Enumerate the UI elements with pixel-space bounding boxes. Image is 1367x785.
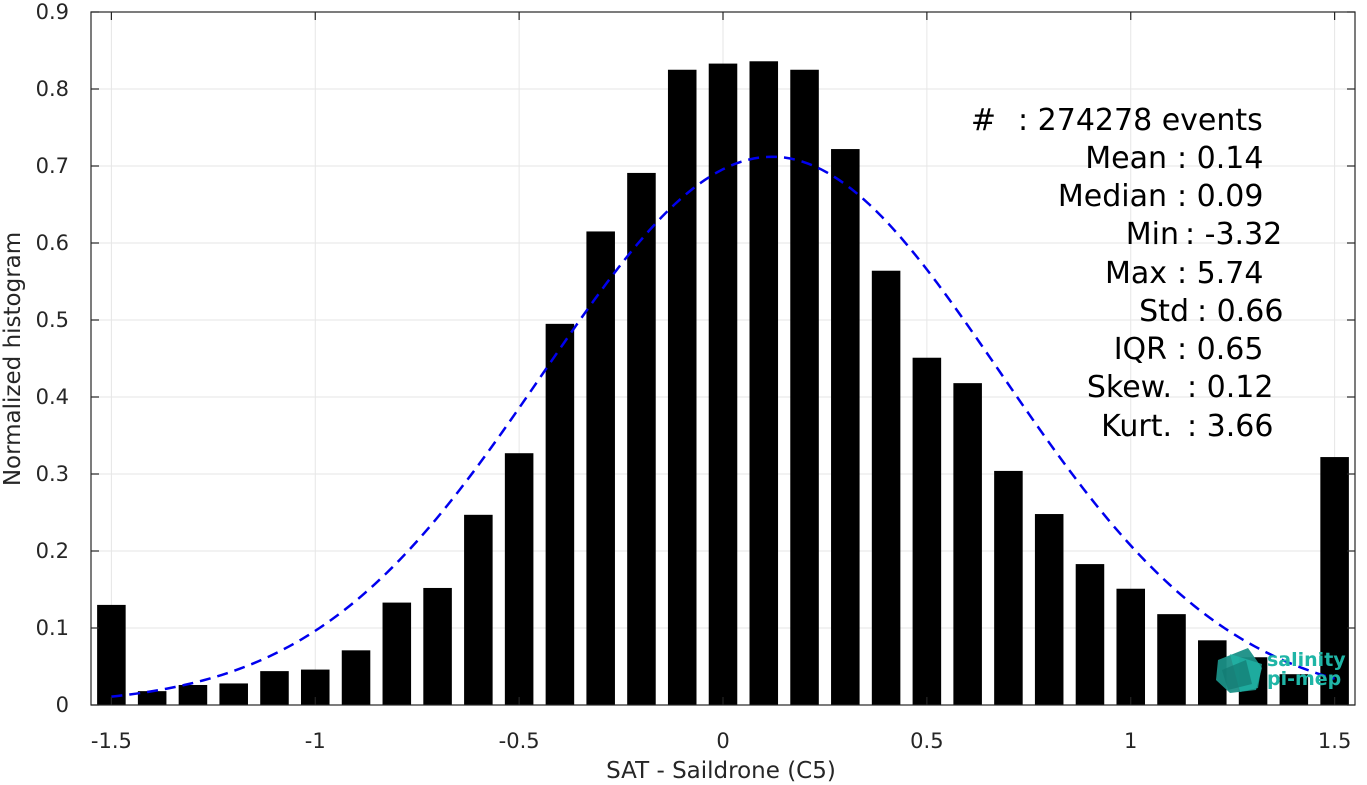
stat-value-skew: : 0.12 [1187, 370, 1273, 405]
axis-ticks: -1.5 -1 -0.5 0 0.5 1 1.5 0 0.1 0.2 0.3 0.4 0.5 0.6 0.7… [36, 0, 1355, 753]
y-tick-label: 0.4 [36, 385, 69, 409]
stat-value-iqr: : 0.65 [1177, 332, 1263, 367]
histogram-bar [790, 69, 819, 705]
histogram-bar [1320, 457, 1349, 705]
y-tick-label: 0.6 [36, 231, 69, 255]
y-tick-label: 0.7 [36, 154, 69, 178]
histogram-bar [667, 69, 697, 705]
histogram-bar [912, 357, 942, 705]
histogram-bar [97, 604, 126, 705]
x-tick-label: -0.5 [499, 729, 540, 753]
stat-label-kurt: Kurt. [1101, 409, 1172, 444]
histogram-bar [994, 470, 1023, 705]
y-tick-label: 0.9 [36, 0, 69, 24]
stat-label-count: # [971, 103, 996, 138]
stat-label-skew: Skew. [1087, 370, 1172, 405]
x-tick-label: 0 [716, 729, 729, 753]
logo-mark-icon [1216, 648, 1262, 693]
bars [97, 61, 1349, 705]
stats-box: # : 274278 events Mean : 0.14 Median : 0… [971, 103, 1284, 444]
x-tick-label: 1 [1124, 729, 1137, 753]
histogram-bar [382, 602, 412, 705]
logo-text-line1: salinity [1267, 649, 1346, 671]
histogram-bar [749, 61, 779, 705]
histogram-bar [1157, 614, 1186, 705]
stat-value-min: : -3.32 [1185, 217, 1282, 252]
y-tick-label: 0.2 [36, 539, 69, 563]
histogram-bar [464, 514, 493, 705]
histogram-bar [831, 149, 860, 705]
stat-value-max: : 5.74 [1177, 256, 1263, 291]
y-tick-label: 0.8 [36, 77, 69, 101]
stat-label-iqr: IQR [1114, 332, 1167, 367]
histogram-bar [504, 453, 534, 705]
x-tick-label: -1.5 [91, 729, 132, 753]
stat-label-max: Max [1105, 256, 1167, 291]
histogram-bar [586, 231, 615, 705]
histogram-bar [341, 650, 371, 705]
histogram-bar [708, 63, 738, 705]
logo-text-line2: pi-mep [1267, 668, 1341, 690]
y-tick-label: 0.3 [36, 462, 69, 486]
y-tick-label: 0.5 [36, 308, 69, 332]
histogram-bar [423, 587, 452, 705]
histogram-bar [137, 691, 167, 705]
stat-value-median: : 0.09 [1177, 179, 1263, 214]
y-tick-label: 0.1 [36, 616, 69, 640]
histogram-bar [545, 323, 575, 705]
stat-label-min: Min [1126, 217, 1179, 252]
histogram-bar [1116, 588, 1146, 705]
histogram-bar [1075, 564, 1105, 705]
x-tick-label: 1.5 [1318, 729, 1351, 753]
stat-value-count: : 274278 events [1018, 103, 1263, 138]
histogram-bar [260, 671, 289, 705]
y-axis-label: Normalized histogram [0, 232, 26, 486]
x-tick-label: 0.5 [910, 729, 943, 753]
gaussian-fit-curve [111, 155, 1335, 698]
stat-label-std: Std [1139, 294, 1189, 329]
histogram-bar [219, 683, 248, 705]
histogram-bar [627, 172, 656, 705]
histogram-bar [1034, 514, 1064, 705]
fit-curve-group [111, 155, 1335, 698]
x-tick-label: -1 [305, 729, 326, 753]
x-axis-label: SAT - Saildrone (C5) [606, 758, 836, 784]
histogram-bar [178, 684, 208, 705]
stat-value-std: : 0.66 [1197, 294, 1283, 329]
stat-label-mean: Mean [1085, 141, 1167, 176]
y-tick-label: 0 [56, 693, 69, 717]
histogram-bar [953, 383, 982, 705]
histogram-bar [1279, 674, 1309, 705]
stat-value-kurt: : 3.66 [1187, 409, 1273, 444]
histogram-bar [871, 270, 901, 705]
salinity-pimep-logo: salinity pi-mep [1216, 648, 1346, 693]
stat-value-mean: : 0.14 [1177, 141, 1263, 176]
stat-label-median: Median [1058, 179, 1167, 214]
